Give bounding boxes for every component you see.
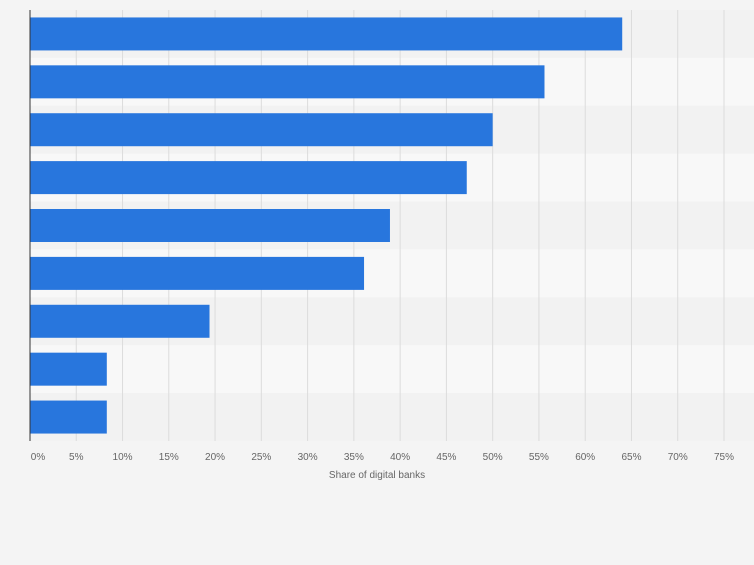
x-tick-label: 30% [298, 452, 318, 463]
x-tick-label: 45% [436, 452, 456, 463]
x-tick-label: 0% [31, 452, 46, 463]
x-tick-label: 5% [69, 452, 84, 463]
x-tick-label: 35% [344, 452, 364, 463]
bar [30, 161, 467, 195]
x-tick-label: 20% [205, 452, 225, 463]
bar [30, 17, 623, 51]
bar [30, 256, 365, 290]
bar [30, 400, 107, 434]
x-tick-label: 70% [668, 452, 688, 463]
x-tick-label: 55% [529, 452, 549, 463]
row-band [30, 393, 754, 441]
x-tick-label: 75% [714, 452, 734, 463]
x-axis-label: Share of digital banks [329, 470, 425, 481]
bars [30, 17, 623, 434]
bar [30, 352, 107, 386]
x-tick-label: 60% [575, 452, 595, 463]
x-tick-label: 10% [113, 452, 133, 463]
bar [30, 113, 493, 147]
bar [30, 304, 210, 338]
bar [30, 209, 390, 242]
x-tick-labels: 0% 5% 10% 15% 20% 25% 30% 35% 40% 45% 50% 55% 60% 65%… [31, 452, 734, 463]
x-tick-label: 50% [483, 452, 503, 463]
x-tick-label: 40% [390, 452, 410, 463]
x-tick-label: 65% [621, 452, 641, 463]
x-tick-label: 25% [251, 452, 271, 463]
x-tick-label: 15% [159, 452, 179, 463]
row-band [30, 345, 754, 394]
bar [30, 65, 545, 99]
